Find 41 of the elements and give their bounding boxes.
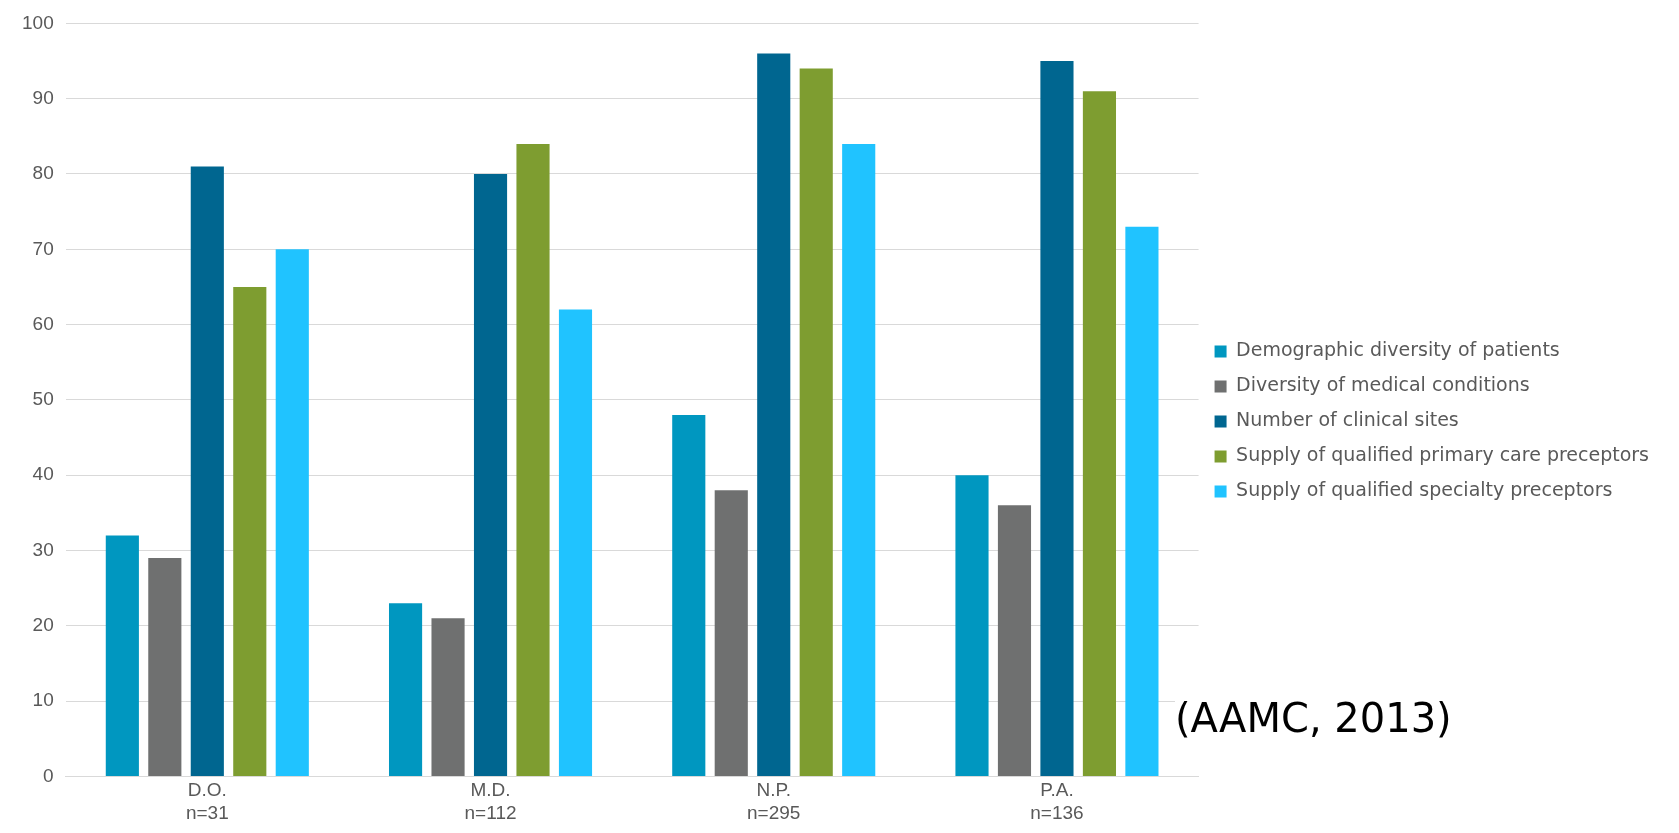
x-tick-label: M.D. n=112 bbox=[464, 779, 517, 823]
y-tick-label: 10 bbox=[32, 689, 54, 711]
bar bbox=[431, 618, 465, 776]
bar bbox=[516, 143, 550, 776]
bar bbox=[190, 166, 224, 776]
legend-label: Supply of qualified primary care preceptors bbox=[1236, 443, 1649, 466]
bar bbox=[148, 558, 182, 776]
legend-label: Supply of qualified specialty preceptors bbox=[1236, 478, 1613, 501]
bar bbox=[799, 68, 833, 776]
bar bbox=[955, 475, 989, 776]
x-tick-label: N.P. n=295 bbox=[747, 779, 801, 823]
y-tick-label: 50 bbox=[32, 388, 54, 410]
x-tick-label: D.O. n=31 bbox=[185, 779, 229, 823]
bar bbox=[388, 603, 423, 776]
bar bbox=[1040, 61, 1074, 776]
bar bbox=[105, 535, 139, 776]
y-tick-label: 90 bbox=[32, 86, 54, 108]
x-tick-label: P.A. n=136 bbox=[1030, 779, 1084, 823]
bar bbox=[714, 490, 748, 776]
y-tick-label: 30 bbox=[32, 538, 54, 560]
bar bbox=[997, 505, 1032, 776]
legend-label: Diversity of medical conditions bbox=[1236, 373, 1530, 396]
annotation: (AAMC, 2013) bbox=[1175, 695, 1452, 741]
y-tick-label: 60 bbox=[32, 312, 54, 334]
y-tick-label: 20 bbox=[32, 614, 54, 636]
bar bbox=[473, 174, 508, 776]
y-tick-label: 0 bbox=[43, 764, 54, 786]
bar bbox=[233, 286, 267, 776]
bar bbox=[757, 53, 791, 776]
y-tick-label: 70 bbox=[32, 237, 54, 259]
bar bbox=[672, 414, 706, 776]
legend-label: Number of clinical sites bbox=[1236, 408, 1459, 431]
y-tick-label: 40 bbox=[32, 463, 54, 485]
bar bbox=[842, 143, 876, 776]
bar bbox=[275, 249, 309, 776]
y-tick-label: 100 bbox=[22, 11, 54, 33]
y-tick-label: 80 bbox=[32, 162, 54, 184]
legend-label: Demographic diversity of patients bbox=[1236, 338, 1560, 361]
bar bbox=[558, 309, 593, 776]
bar bbox=[1125, 226, 1159, 776]
bar bbox=[1082, 91, 1117, 776]
